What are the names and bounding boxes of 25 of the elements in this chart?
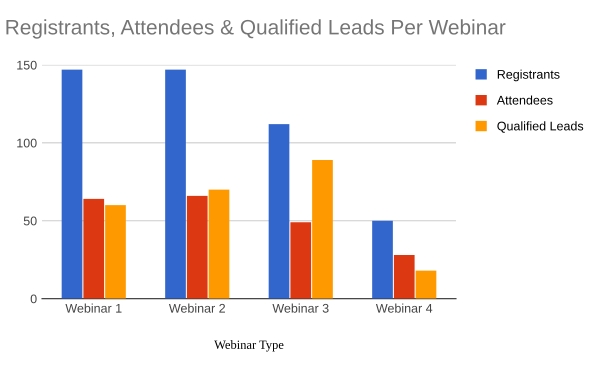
bar xyxy=(290,222,312,299)
bar xyxy=(165,70,186,299)
chart-title: Registrants, Attendees & Qualified Leads Per Webinar xyxy=(6,19,506,39)
x-axis-title: Webinar Type xyxy=(214,340,284,352)
x-tick-label: Webinar 3 xyxy=(272,304,329,313)
x-tick-label: Webinar 1 xyxy=(65,304,122,313)
y-tick-label: 0 xyxy=(30,294,37,304)
bar xyxy=(394,255,415,299)
x-tick-label: Webinar 2 xyxy=(168,304,225,313)
bar xyxy=(62,70,82,299)
x-tick-label: Webinar 4 xyxy=(376,304,432,313)
y-tick-label: 50 xyxy=(24,216,37,226)
bar xyxy=(208,190,230,299)
bar xyxy=(105,205,126,299)
legend-label: Registrants xyxy=(498,70,560,82)
bar xyxy=(372,220,393,299)
bar xyxy=(83,198,104,299)
bar xyxy=(416,270,436,299)
legend-label: Attendees xyxy=(496,95,553,105)
y-tick-label: 100 xyxy=(17,138,37,148)
bar xyxy=(312,160,333,299)
bar xyxy=(268,124,290,299)
y-tick-label: 150 xyxy=(17,60,37,70)
legend-label: Qualified Leads xyxy=(497,121,584,133)
bar xyxy=(186,196,208,299)
